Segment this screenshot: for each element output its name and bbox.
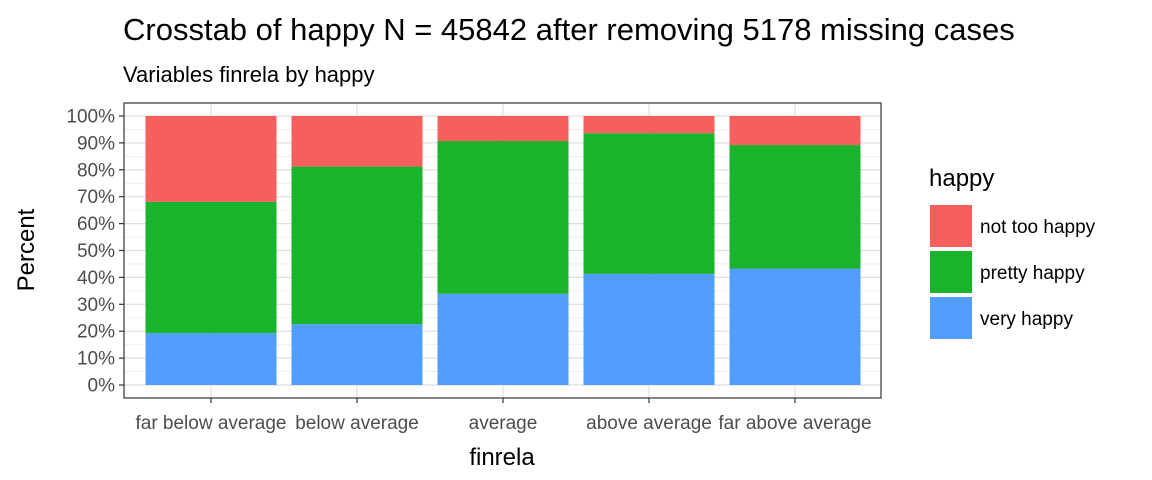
legend-key: [930, 251, 972, 293]
legend-label: not too happy: [980, 217, 1096, 238]
legend-key: [930, 205, 972, 247]
bar-segment-not-too-happy: [729, 116, 861, 146]
y-tick-label: 70%: [77, 187, 115, 208]
bar-segment-very-happy: [145, 333, 277, 385]
y-tick-label: 60%: [77, 214, 115, 235]
bar-segment-very-happy: [583, 273, 715, 385]
bar-segment-pretty-happy: [583, 133, 715, 274]
y-axis: 0% 10% 20% 30% 40% 50% 60% 70% 80% 90% 100%: [66, 107, 124, 397]
x-axis: far below average below average average abo…: [135, 398, 872, 434]
plot-panel: [123, 102, 882, 399]
y-tick-label: 80%: [77, 160, 115, 181]
y-axis-title: Percent: [13, 208, 40, 291]
legend-label: very happy: [980, 309, 1073, 330]
bar-segment-pretty-happy: [729, 145, 861, 269]
bar-segment-not-too-happy: [145, 116, 277, 202]
chart-subtitle: Variables finrela by happy: [123, 62, 375, 87]
y-tick-label: 90%: [77, 133, 115, 154]
bars: [145, 116, 861, 385]
y-tick-label: 30%: [77, 295, 115, 316]
x-tick-label: below average: [295, 413, 419, 434]
bar-segment-not-too-happy: [437, 116, 569, 142]
bar-segment-pretty-happy: [291, 166, 423, 325]
y-tick-label: 10%: [77, 349, 115, 370]
legend-label: pretty happy: [980, 263, 1085, 284]
x-tick-label: far above average: [718, 413, 871, 434]
y-tick-label: 100%: [66, 107, 115, 128]
y-tick-label: 20%: [77, 322, 115, 343]
chart-title: Crosstab of happy N = 45842 after removi…: [123, 12, 1015, 47]
y-tick-label: 40%: [77, 268, 115, 289]
bar-segment-very-happy: [437, 293, 569, 385]
bar-segment-pretty-happy: [437, 141, 569, 294]
bar-segment-not-too-happy: [291, 116, 423, 167]
bar-segment-pretty-happy: [145, 201, 277, 334]
x-tick-label: average: [469, 413, 538, 434]
bar-segment-not-too-happy: [583, 116, 715, 134]
bar-segment-very-happy: [291, 324, 423, 385]
y-tick-label: 50%: [77, 241, 115, 262]
y-tick-label: 0%: [88, 376, 116, 397]
legend-title: happy: [929, 165, 994, 192]
x-tick-label: far below average: [135, 413, 286, 434]
x-axis-title: finrela: [469, 444, 535, 471]
legend: happy not too happy pretty happy very happ…: [929, 165, 1096, 339]
legend-key: [930, 297, 972, 339]
x-tick-label: above average: [586, 413, 712, 434]
bar-segment-very-happy: [729, 268, 861, 385]
